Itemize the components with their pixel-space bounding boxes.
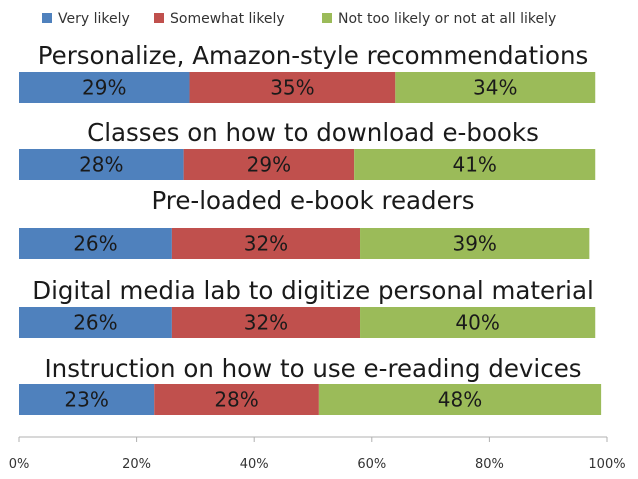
value-label-4-1: 26% bbox=[73, 311, 117, 335]
bar-segment-5-2 bbox=[154, 384, 319, 415]
value-label-1-1: 29% bbox=[82, 76, 126, 100]
value-label-1-3: 34% bbox=[473, 76, 517, 100]
legend-label-3: Not too likely or not at all likely bbox=[338, 11, 556, 27]
bar-segment-5-3 bbox=[318, 384, 602, 415]
bar-segment-1-2 bbox=[189, 72, 396, 103]
value-label-2-2: 29% bbox=[247, 153, 291, 177]
value-label-2-3: 41% bbox=[452, 153, 496, 177]
value-label-1-2: 35% bbox=[270, 76, 314, 100]
value-label-5-3: 48% bbox=[438, 388, 482, 412]
bar-segment-5-1 bbox=[19, 384, 155, 415]
value-label-2-1: 28% bbox=[79, 153, 123, 177]
x-tick-label-1: 0% bbox=[9, 457, 30, 472]
value-label-5-2: 28% bbox=[214, 388, 258, 412]
value-label-3-3: 39% bbox=[452, 232, 496, 256]
category-label-2: Classes on how to download e-books bbox=[87, 118, 539, 147]
category-label-1: Personalize, Amazon-style recommendation… bbox=[38, 41, 589, 70]
bar-segment-4-2 bbox=[171, 307, 361, 338]
bar-segment-2-3 bbox=[354, 149, 596, 180]
bar-segment-4-3 bbox=[360, 307, 596, 338]
bar-segment-3-2 bbox=[171, 228, 361, 259]
x-tick-label-5: 80% bbox=[475, 457, 504, 472]
value-label-3-1: 26% bbox=[73, 232, 117, 256]
value-label-3-2: 32% bbox=[244, 232, 288, 256]
x-tick-label-4: 60% bbox=[357, 457, 386, 472]
legend-swatch-1 bbox=[42, 13, 52, 23]
bar-segment-2-1 bbox=[19, 149, 184, 180]
value-label-4-2: 32% bbox=[244, 311, 288, 335]
bar-segment-3-3 bbox=[360, 228, 590, 259]
x-tick-label-6: 100% bbox=[588, 457, 625, 472]
category-label-4: Digital media lab to digitize personal m… bbox=[32, 276, 594, 305]
category-label-5: Instruction on how to use e-reading devi… bbox=[44, 354, 581, 383]
bar-segment-4-1 bbox=[19, 307, 172, 338]
value-label-4-3: 40% bbox=[455, 311, 499, 335]
bar-segment-3-1 bbox=[19, 228, 172, 259]
bar-segment-2-2 bbox=[183, 149, 355, 180]
bar-segment-1-1 bbox=[19, 72, 190, 103]
value-label-5-1: 23% bbox=[64, 388, 108, 412]
category-label-3: Pre-loaded e-book readers bbox=[151, 186, 474, 215]
legend-label-1: Very likely bbox=[58, 11, 130, 27]
x-tick-label-2: 20% bbox=[122, 457, 151, 472]
x-tick-label-3: 40% bbox=[240, 457, 269, 472]
legend-label-2: Somewhat likely bbox=[170, 11, 285, 27]
legend-swatch-3 bbox=[322, 13, 332, 23]
bar-segment-1-3 bbox=[395, 72, 596, 103]
legend-swatch-2 bbox=[154, 13, 164, 23]
